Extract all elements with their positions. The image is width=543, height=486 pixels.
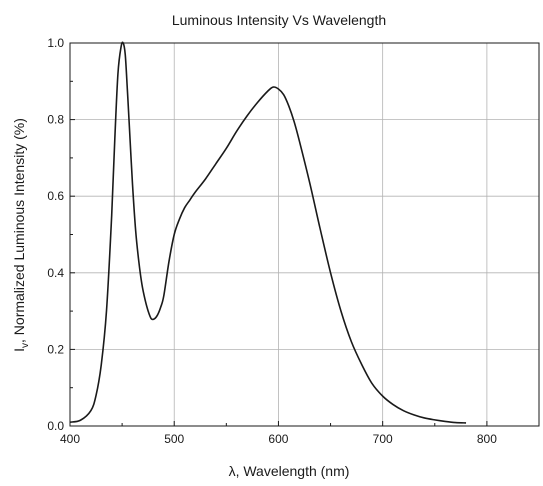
x-tick-label: 800: [477, 432, 497, 446]
x-axis: 400 500 600 700 800: [60, 421, 497, 446]
y-axis-label-rest: , Normalized Luminous Intensity (%): [11, 118, 27, 343]
y-tick-label: 0.0: [47, 419, 64, 433]
y-tick-label: 0.8: [47, 113, 64, 127]
y-tick-label: 0.4: [47, 266, 64, 280]
x-tick-label: 500: [164, 432, 184, 446]
y-axis-label: Iv, Normalized Luminous Intensity (%): [11, 118, 31, 352]
x-tick-label: 400: [60, 432, 80, 446]
x-tick-label: 600: [268, 432, 288, 446]
x-tick-label: 700: [373, 432, 393, 446]
y-tick-label: 0.2: [47, 342, 64, 356]
plot-frame: [69, 42, 540, 427]
y-tick-label: 0.6: [47, 189, 64, 203]
y-axis-label-symbol: I: [11, 348, 27, 352]
y-axis: 0.0 0.2 0.4 0.6 0.8 1.0: [47, 36, 75, 433]
series-line: [69, 41, 467, 424]
y-tick-label: 1.0: [47, 36, 64, 50]
grid: [69, 42, 539, 427]
chart-title: Luminous Intensity Vs Wavelength: [172, 12, 386, 28]
x-axis-label: λ, Wavelength (nm): [229, 463, 350, 479]
y-axis-label-subscript: v: [20, 343, 31, 348]
